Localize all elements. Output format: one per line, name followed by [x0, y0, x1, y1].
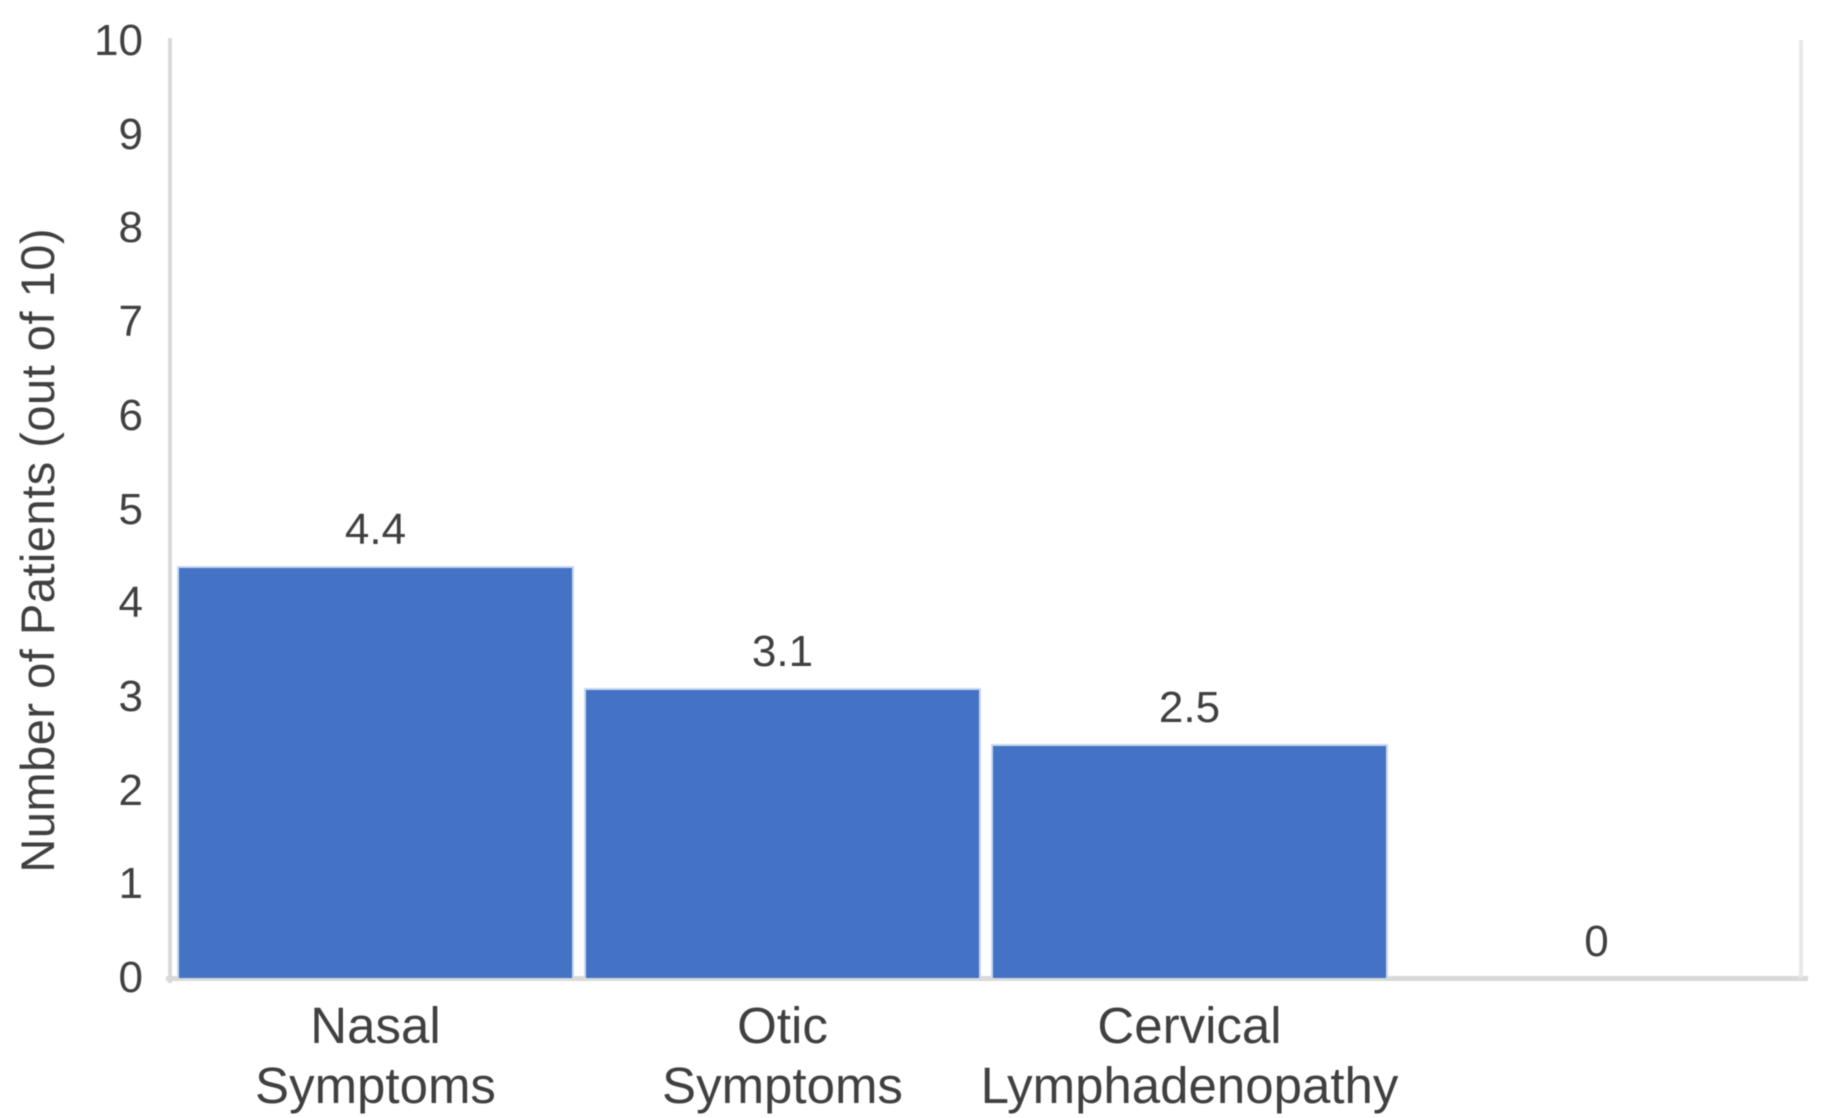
bar-value-label: 4.4 [344, 504, 407, 554]
y-tick-label: 4 [118, 578, 143, 628]
bar-value-label: 3.1 [751, 626, 814, 676]
x-category-label: Cervical Lymphadenopathy [980, 997, 1399, 1114]
y-tick-label: 0 [118, 953, 143, 1002]
y-axis-line [168, 38, 172, 983]
y-tick-label: 10 [94, 16, 143, 65]
bar [177, 565, 574, 978]
bar [584, 687, 981, 978]
y-tick-label: 1 [118, 859, 143, 909]
y-tick-label: 7 [118, 297, 143, 347]
plot-right-border [1799, 40, 1803, 978]
x-axis-line [166, 976, 1808, 981]
y-tick-label: 5 [118, 484, 143, 534]
y-tick-label: 3 [118, 671, 143, 721]
y-tick-label: 6 [118, 390, 143, 440]
y-tick-label: 8 [118, 203, 143, 253]
x-category-label: Nasal Symptoms [255, 997, 496, 1114]
bar-value-label: 2.5 [1158, 682, 1221, 732]
y-tick-label: 9 [118, 109, 143, 159]
bar [991, 743, 1388, 978]
bar-value-label: 0 [1584, 917, 1609, 966]
x-category-label: Otic Symptoms [662, 997, 903, 1114]
y-tick-label: 2 [118, 765, 143, 815]
